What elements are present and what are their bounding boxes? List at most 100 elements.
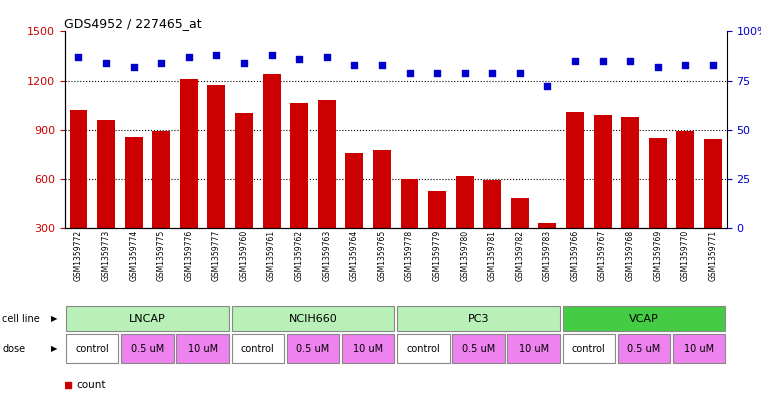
- Bar: [618, 334, 670, 364]
- Text: GSM1359780: GSM1359780: [460, 230, 470, 281]
- Text: GSM1359766: GSM1359766: [571, 230, 580, 281]
- Text: LNCAP: LNCAP: [129, 314, 166, 324]
- Bar: [562, 334, 615, 364]
- Point: [680, 62, 692, 68]
- Text: GSM1359761: GSM1359761: [267, 230, 276, 281]
- Text: GSM1359778: GSM1359778: [405, 230, 414, 281]
- Bar: [511, 198, 529, 277]
- Point: [155, 60, 167, 66]
- Text: 0.5 uM: 0.5 uM: [296, 344, 330, 354]
- Bar: [673, 334, 725, 364]
- Bar: [290, 103, 308, 277]
- Text: ▶: ▶: [50, 345, 57, 353]
- Bar: [208, 86, 225, 277]
- Bar: [235, 113, 253, 277]
- Bar: [400, 179, 419, 277]
- Text: GSM1359779: GSM1359779: [432, 230, 441, 281]
- Point: [293, 56, 305, 62]
- Bar: [66, 334, 119, 364]
- Point: [100, 60, 112, 66]
- Text: GSM1359764: GSM1359764: [350, 230, 359, 281]
- Point: [514, 70, 526, 76]
- Text: cell line: cell line: [2, 314, 40, 324]
- Text: GSM1359760: GSM1359760: [240, 230, 249, 281]
- Text: PC3: PC3: [468, 314, 489, 324]
- Bar: [263, 74, 281, 277]
- Bar: [177, 334, 229, 364]
- Bar: [621, 118, 639, 277]
- Point: [320, 54, 333, 60]
- Point: [266, 52, 278, 58]
- Bar: [345, 152, 363, 277]
- Text: GSM1359763: GSM1359763: [322, 230, 331, 281]
- Text: VCAP: VCAP: [629, 314, 659, 324]
- Text: GSM1359783: GSM1359783: [543, 230, 552, 281]
- Text: GSM1359762: GSM1359762: [295, 230, 304, 281]
- Text: 10 uM: 10 uM: [684, 344, 715, 354]
- Bar: [508, 334, 560, 364]
- Point: [624, 58, 636, 64]
- Text: GSM1359773: GSM1359773: [101, 230, 110, 281]
- Text: 0.5 uM: 0.5 uM: [462, 344, 495, 354]
- Point: [238, 60, 250, 66]
- Point: [707, 62, 719, 68]
- Text: ▶: ▶: [50, 314, 57, 323]
- Text: control: control: [406, 344, 440, 354]
- Bar: [539, 223, 556, 277]
- Point: [403, 70, 416, 76]
- Bar: [456, 176, 473, 277]
- Text: 0.5 uM: 0.5 uM: [131, 344, 164, 354]
- Bar: [562, 306, 725, 331]
- Text: GSM1359772: GSM1359772: [74, 230, 83, 281]
- Point: [72, 54, 84, 60]
- Bar: [649, 138, 667, 277]
- Point: [431, 70, 443, 76]
- Text: control: control: [75, 344, 109, 354]
- Bar: [566, 112, 584, 277]
- Point: [597, 58, 609, 64]
- Text: 0.5 uM: 0.5 uM: [627, 344, 661, 354]
- Text: control: control: [241, 344, 275, 354]
- Bar: [152, 130, 170, 277]
- Bar: [397, 334, 450, 364]
- Point: [541, 83, 553, 90]
- Point: [183, 54, 195, 60]
- Bar: [66, 306, 229, 331]
- Text: GDS4952 / 227465_at: GDS4952 / 227465_at: [64, 17, 202, 30]
- Text: GSM1359775: GSM1359775: [157, 230, 166, 281]
- Text: control: control: [572, 344, 606, 354]
- Text: GSM1359777: GSM1359777: [212, 230, 221, 281]
- Text: GSM1359771: GSM1359771: [708, 230, 718, 281]
- Text: GSM1359774: GSM1359774: [129, 230, 139, 281]
- Text: GSM1359776: GSM1359776: [184, 230, 193, 281]
- Point: [569, 58, 581, 64]
- Text: GSM1359781: GSM1359781: [488, 230, 497, 281]
- Text: GSM1359782: GSM1359782: [515, 230, 524, 281]
- Text: dose: dose: [2, 344, 25, 354]
- Point: [210, 52, 222, 58]
- Point: [376, 62, 388, 68]
- Bar: [397, 306, 560, 331]
- Bar: [121, 334, 174, 364]
- Bar: [677, 131, 694, 277]
- Bar: [318, 100, 336, 277]
- Bar: [704, 139, 722, 277]
- Text: GSM1359770: GSM1359770: [681, 230, 690, 281]
- Point: [651, 64, 664, 70]
- Text: count: count: [76, 380, 106, 390]
- Bar: [342, 334, 394, 364]
- Bar: [594, 115, 612, 277]
- Bar: [97, 120, 115, 277]
- Bar: [231, 306, 394, 331]
- Text: GSM1359769: GSM1359769: [653, 230, 662, 281]
- Text: 10 uM: 10 uM: [187, 344, 218, 354]
- Bar: [125, 137, 142, 277]
- Point: [128, 64, 140, 70]
- Bar: [287, 334, 339, 364]
- Text: GSM1359767: GSM1359767: [598, 230, 607, 281]
- Text: 10 uM: 10 uM: [353, 344, 384, 354]
- Text: 10 uM: 10 uM: [518, 344, 549, 354]
- Bar: [483, 180, 501, 277]
- Bar: [428, 191, 446, 277]
- Text: NCIH660: NCIH660: [288, 314, 337, 324]
